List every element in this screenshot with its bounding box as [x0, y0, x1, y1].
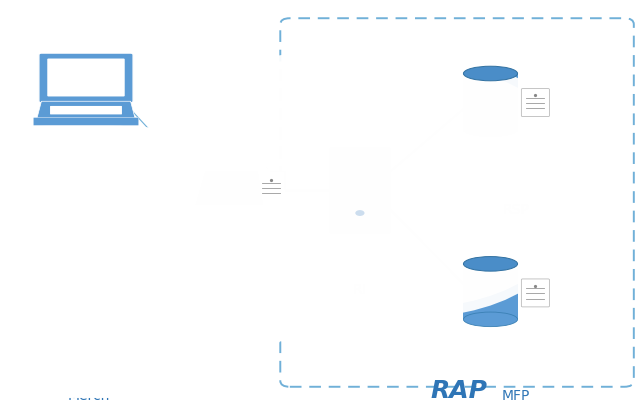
- Circle shape: [355, 210, 364, 216]
- Ellipse shape: [464, 257, 517, 271]
- FancyBboxPatch shape: [39, 53, 133, 103]
- Text: RI: RI: [353, 284, 367, 298]
- Polygon shape: [37, 101, 135, 118]
- FancyBboxPatch shape: [257, 171, 285, 202]
- FancyBboxPatch shape: [57, 290, 99, 296]
- FancyBboxPatch shape: [521, 89, 549, 117]
- FancyBboxPatch shape: [39, 241, 117, 283]
- FancyBboxPatch shape: [147, 62, 573, 310]
- Text: RAP: RAP: [430, 379, 487, 403]
- FancyBboxPatch shape: [147, 52, 573, 301]
- FancyBboxPatch shape: [47, 58, 125, 96]
- FancyBboxPatch shape: [33, 117, 139, 126]
- Ellipse shape: [464, 122, 517, 136]
- Text: RSP: RSP: [503, 202, 529, 217]
- Text: MFP: MFP: [502, 389, 530, 403]
- FancyBboxPatch shape: [39, 288, 117, 298]
- Ellipse shape: [464, 66, 517, 81]
- Text: Third Party
System: Third Party System: [52, 194, 127, 225]
- FancyBboxPatch shape: [521, 279, 549, 307]
- Polygon shape: [464, 74, 517, 129]
- Polygon shape: [196, 172, 263, 205]
- FancyBboxPatch shape: [50, 106, 122, 115]
- FancyBboxPatch shape: [210, 168, 268, 205]
- FancyBboxPatch shape: [210, 161, 235, 172]
- FancyBboxPatch shape: [330, 148, 390, 233]
- Polygon shape: [464, 264, 517, 319]
- Text: Merch
(On Prem): Merch (On Prem): [54, 389, 124, 405]
- Text: Object
Storage: Object Storage: [224, 296, 279, 326]
- FancyBboxPatch shape: [147, 71, 573, 320]
- FancyBboxPatch shape: [116, 238, 143, 287]
- FancyBboxPatch shape: [0, 126, 299, 398]
- Ellipse shape: [464, 312, 517, 326]
